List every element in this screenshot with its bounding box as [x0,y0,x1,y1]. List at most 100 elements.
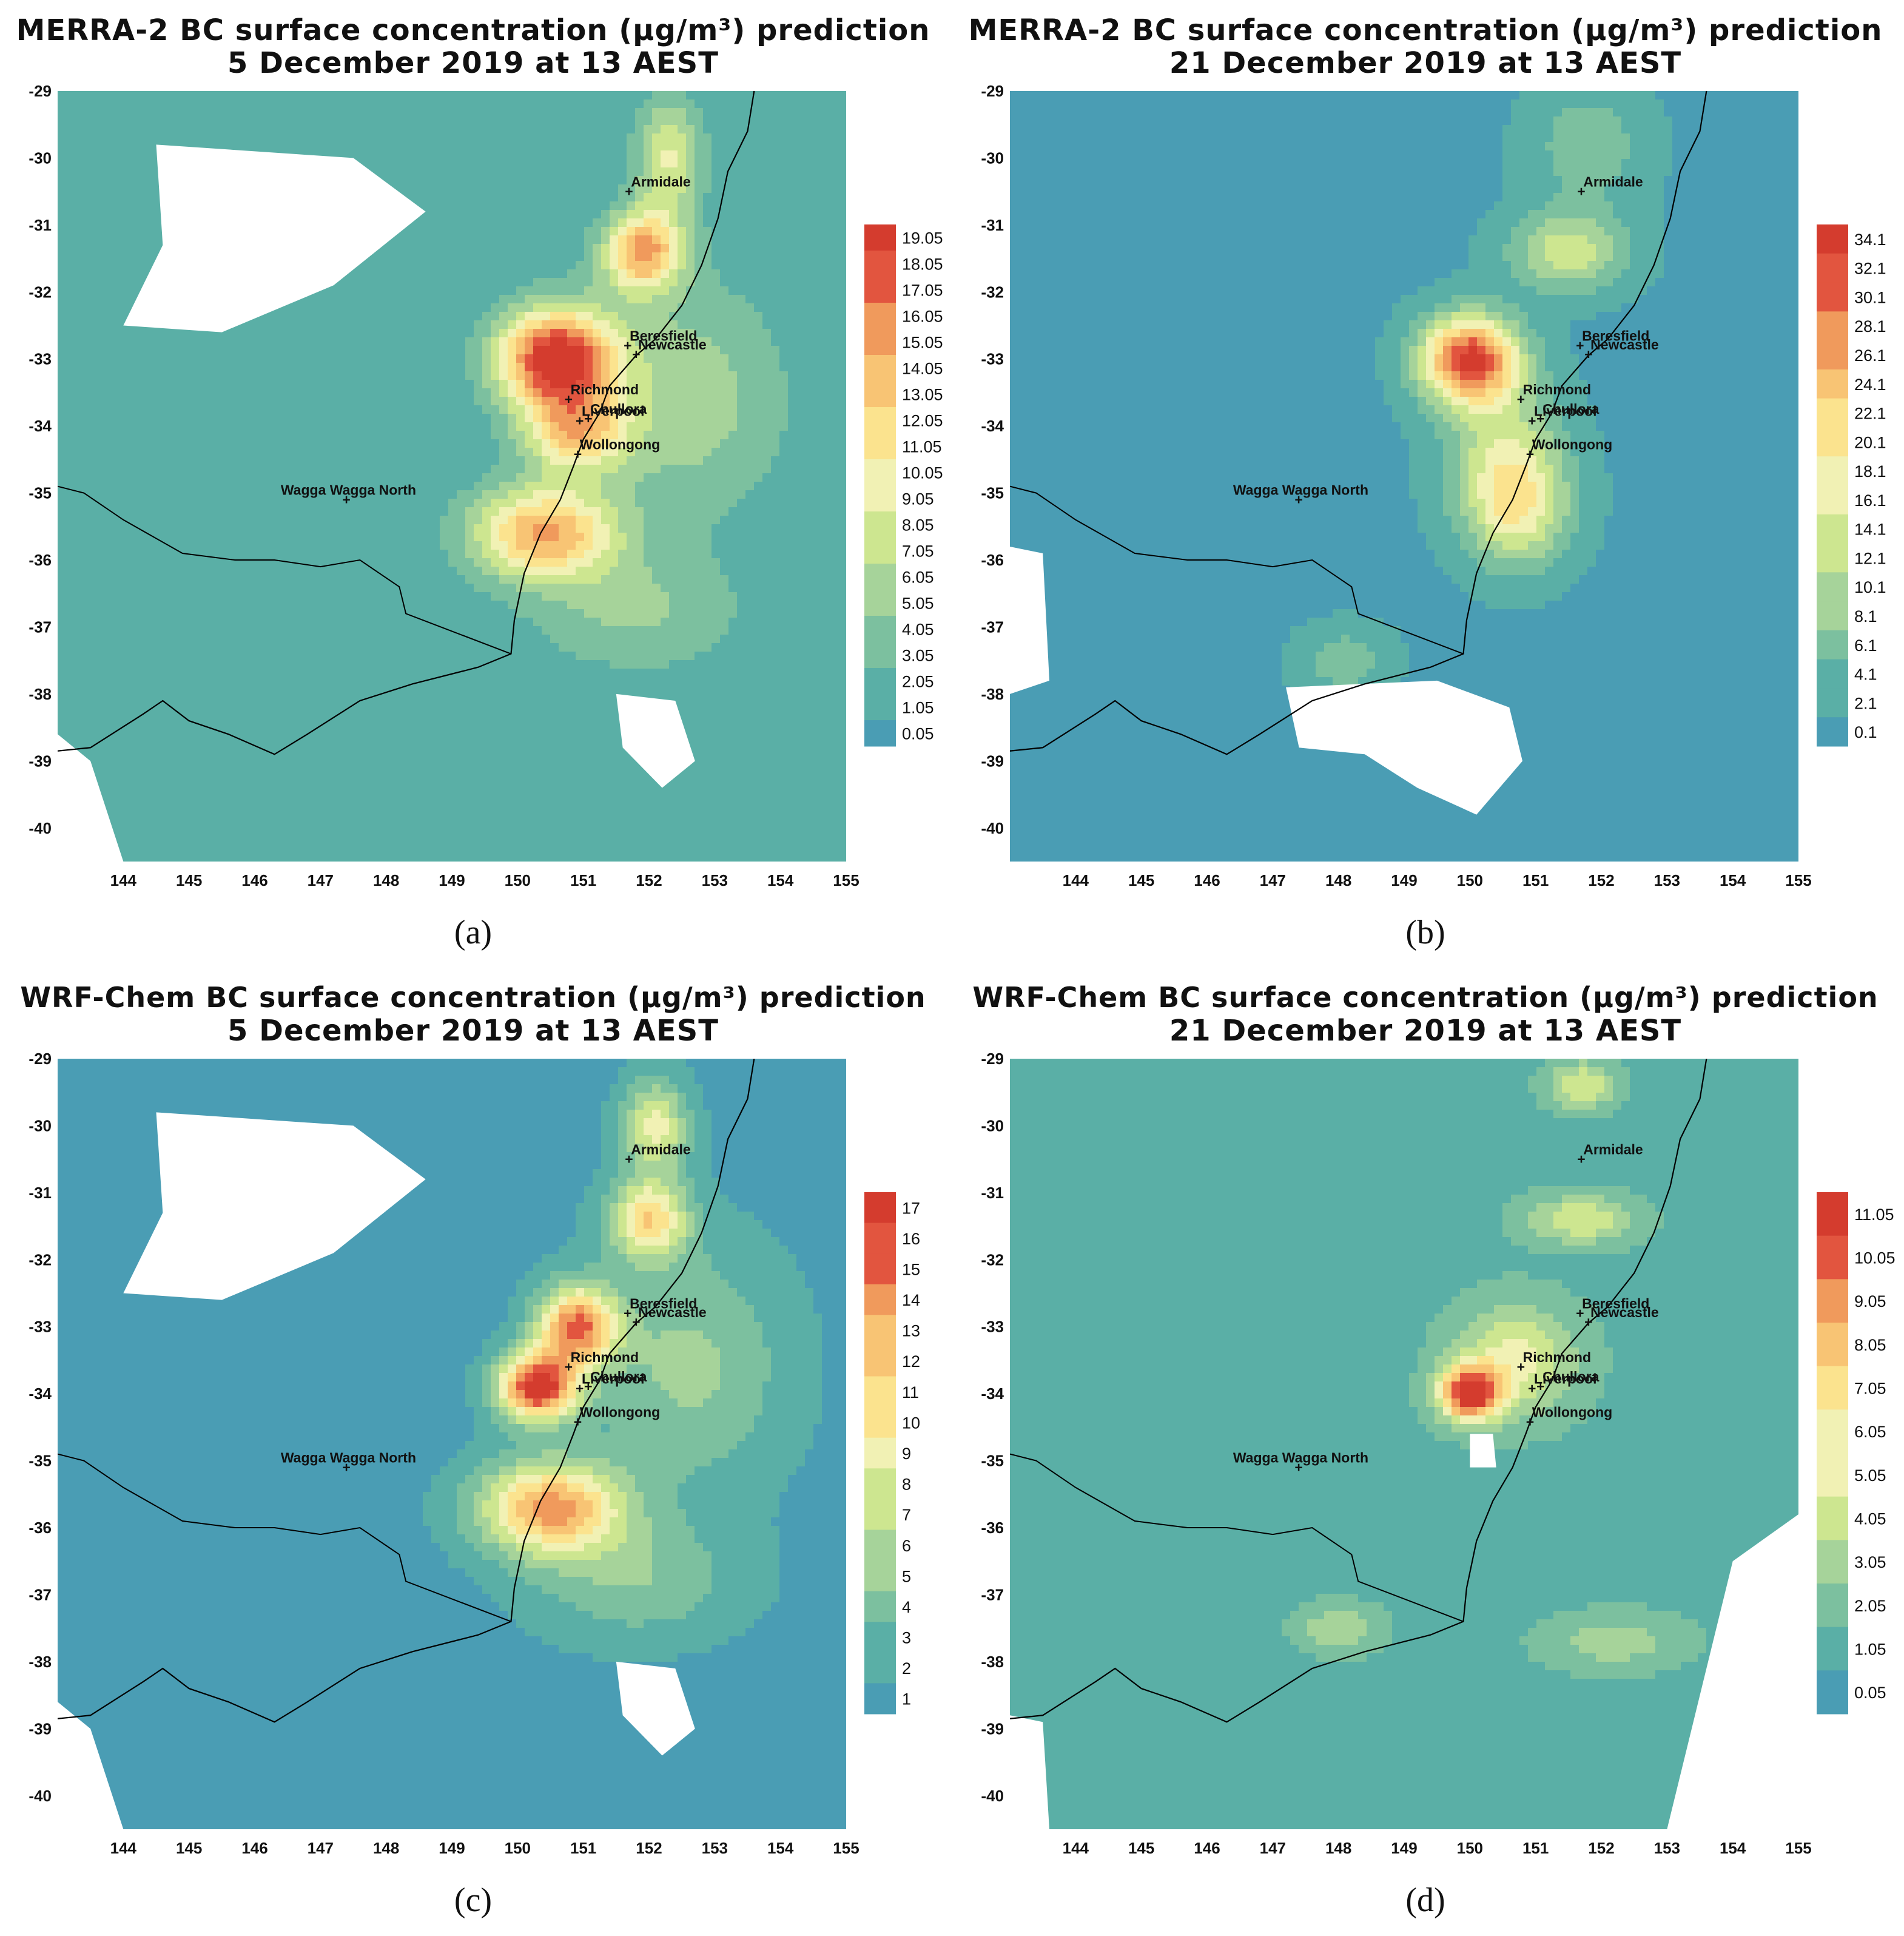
colorbar-tick-label: 3.05 [1854,1553,1886,1571]
location-marker: + [1536,411,1544,427]
colorbar-segment [1817,1323,1848,1367]
colorbar-tick-label: 32.1 [1854,260,1886,278]
panel-title-line2: 5 December 2019 at 13 AEST [0,46,946,80]
colorbar-tick-label: 14.05 [902,360,943,378]
colorbar-segment [864,303,896,329]
colorbar-segment [1817,1192,1848,1236]
colorbar-tick-label: 8.05 [1854,1336,1886,1354]
lon-tick-label: 145 [1128,1839,1154,1857]
colorbar-segment [864,1499,896,1530]
colorbar-tick-label: 17.05 [902,282,943,300]
location-marker: + [565,391,573,407]
location-marker: + [632,346,640,362]
lon-tick-label: 148 [373,871,399,889]
colorbar-segment [1817,1409,1848,1454]
panel-title-line1: WRF-Chem BC surface concentration (µg/m³… [0,981,946,1014]
colorbar-tick-label: 18.05 [902,255,943,274]
location-marker: + [576,413,584,428]
location-marker: + [1526,447,1534,462]
lat-tick-label: -40 [981,1787,1004,1805]
location-label: Chullora [1542,401,1599,417]
lon-tick-label: 155 [833,1839,859,1857]
lat-tick-label: -39 [29,1719,52,1738]
lon-tick-label: 144 [1063,871,1089,889]
colorbar-segment [864,720,896,747]
location-label: Armidale [631,1142,690,1158]
lat-tick-label: -32 [29,1250,52,1269]
colorbar-segment [1817,572,1848,602]
panel-d: WRF-Chem BC surface concentration (µg/m³… [952,968,1899,1935]
location-marker: + [624,338,631,354]
lon-tick-label: 149 [439,1839,465,1857]
colorbar-segment [864,407,896,434]
coastline [58,1059,755,1723]
lat-tick-label: -30 [29,149,52,167]
map-plot: +Armidale+Beresfield+Newcastle+Richmond+… [29,1050,920,1857]
lat-tick-label: -33 [981,1318,1004,1336]
lon-tick-label: 145 [176,1839,202,1857]
location-marker: + [1528,413,1536,428]
location-label: Wagga Wagga North [281,1450,416,1466]
colorbar-tick-label: 11.05 [902,438,942,456]
location-marker: + [1517,1359,1525,1375]
colorbar-segment [864,1652,896,1684]
lat-tick-label: -32 [981,1250,1004,1269]
location-marker: + [1517,391,1525,407]
colorbar-tick-label: 8.05 [902,516,934,535]
colorbar-tick-label: 4 [902,1598,911,1616]
colorbar-segment [864,538,896,564]
lon-tick-label: 154 [1720,871,1746,889]
panel-b: MERRA-2 BC surface concentration (µg/m³)… [952,0,1899,968]
colorbar-segment [1817,1584,1848,1628]
lat-tick-label: -33 [981,350,1004,368]
location-marker: + [1577,184,1585,200]
location-marker: + [342,492,350,508]
lat-tick-label: -30 [981,149,1004,167]
colorbar-tick-label: 10 [902,1414,920,1432]
lon-tick-label: 151 [1522,871,1549,889]
lon-tick-label: 152 [1588,871,1614,889]
colorbar-tick-label: 7 [902,1506,911,1524]
panel-caption: (a) [0,913,946,952]
colorbar-segment [1817,340,1848,370]
lon-tick-label: 151 [1522,1839,1549,1857]
location-marker: + [625,1152,633,1167]
lat-tick-label: -36 [981,551,1004,569]
colorbar-tick-label: 2.05 [1854,1597,1886,1615]
colorbar-tick-label: 6.1 [1854,636,1877,655]
location-label: Liverpool [1534,1371,1597,1386]
colorbar-tick-label: 3.05 [902,647,934,665]
lon-tick-label: 145 [176,871,202,889]
colorbar-tick-label: 9.05 [1854,1292,1886,1310]
lat-tick-label: -31 [981,216,1004,234]
colorbar-segment [864,355,896,382]
lat-tick-label: -36 [29,1519,52,1537]
lat-tick-label: -29 [981,82,1004,100]
colorbar-tick-label: 12.05 [902,412,943,430]
lon-tick-label: 153 [1654,1839,1680,1857]
lat-tick-label: -38 [981,1653,1004,1671]
colorbar-segment [864,1468,896,1500]
colorbar-tick-label: 8 [902,1476,911,1494]
colorbar-segment [864,642,896,669]
lon-tick-label: 151 [570,1839,596,1857]
lat-tick-label: -32 [981,283,1004,301]
location-marker: + [576,1380,584,1396]
lon-tick-label: 145 [1128,871,1154,889]
location-label: Newcastle [638,337,707,352]
lat-tick-label: -32 [29,283,52,301]
panel-title-line2: 21 December 2019 at 13 AEST [952,46,1899,80]
colorbar-segment [864,590,896,616]
panel-a: MERRA-2 BC surface concentration (µg/m³)… [0,0,946,968]
colorbar-segment [864,381,896,408]
colorbar-tick-label: 13.05 [902,386,943,404]
state-border [58,1453,511,1622]
colorbar-segment [1817,630,1848,660]
concentration-field: +Armidale+Beresfield+Newcastle+Richmond+… [1010,1059,1798,1829]
lon-tick-label: 155 [1785,1839,1811,1857]
lon-tick-label: 146 [1194,1839,1220,1857]
colorbar-segment [1817,601,1848,631]
colorbar-segment [864,616,896,643]
lat-tick-label: -40 [29,1787,52,1805]
lat-tick-label: -36 [981,1519,1004,1537]
